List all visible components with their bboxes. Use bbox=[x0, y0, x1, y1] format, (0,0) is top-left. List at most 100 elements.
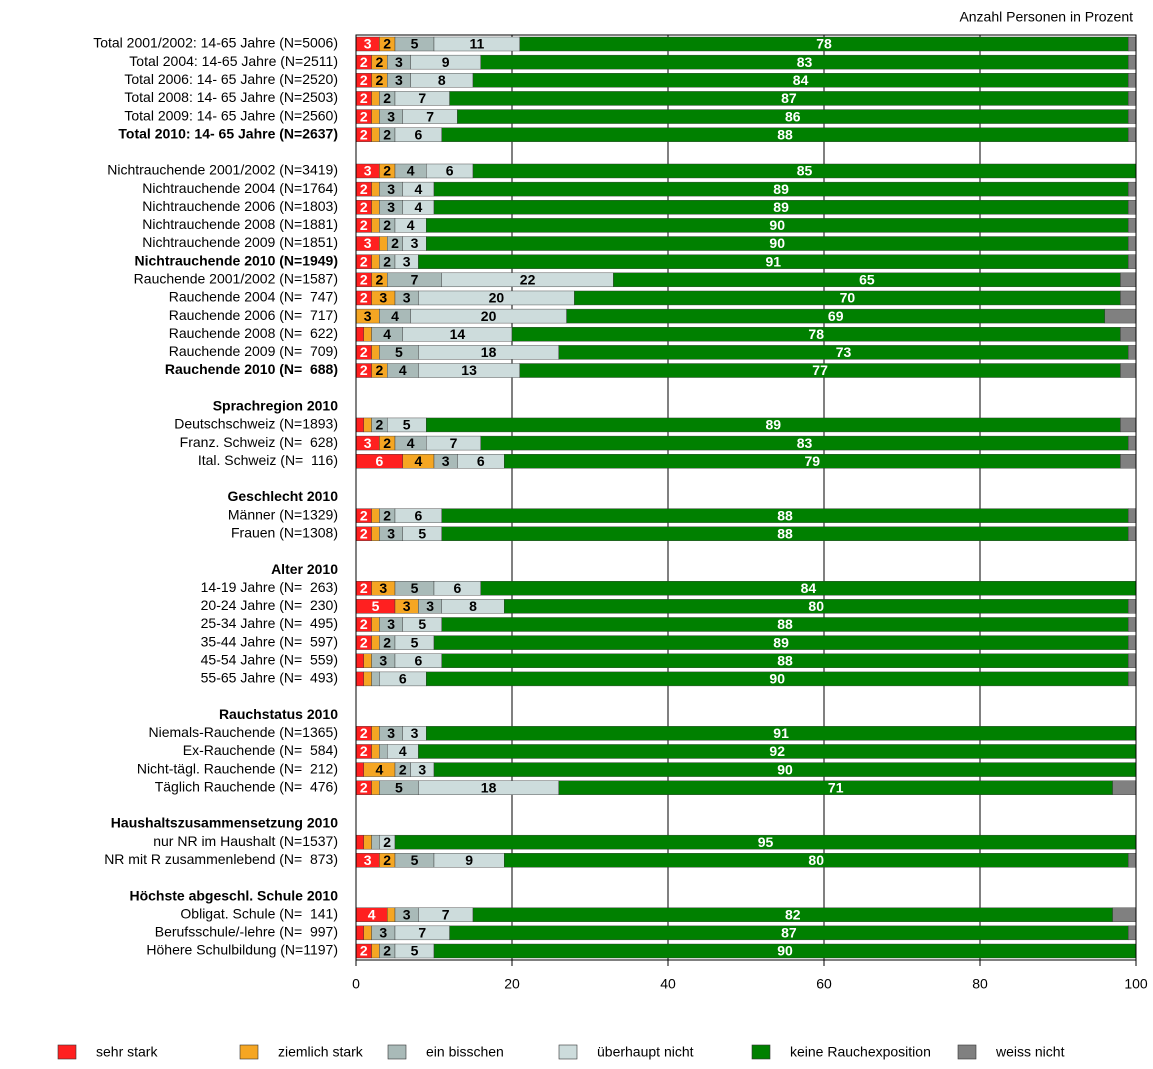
data-label: 6 bbox=[477, 453, 485, 469]
bar-segment bbox=[371, 744, 380, 759]
bar-segment bbox=[1127, 200, 1137, 215]
data-label: 7 bbox=[418, 90, 426, 106]
data-label: 2 bbox=[360, 507, 368, 523]
data-label: 2 bbox=[360, 199, 368, 215]
data-label: 2 bbox=[360, 743, 368, 759]
data-label: 3 bbox=[364, 435, 372, 451]
data-label: 3 bbox=[379, 652, 387, 668]
category-label: Berufsschule/-lehre (N= 997) bbox=[155, 924, 338, 940]
data-label: 3 bbox=[387, 199, 395, 215]
bar-segment bbox=[1120, 327, 1137, 342]
data-label: 80 bbox=[808, 852, 824, 868]
legend-label: sehr stark bbox=[96, 1044, 158, 1060]
bar-segment bbox=[355, 671, 365, 687]
category-label: Geschlecht 2010 bbox=[227, 488, 338, 504]
axis-title: Anzahl Personen in Prozent bbox=[959, 9, 1133, 25]
bar-segment bbox=[1127, 345, 1137, 360]
bar-segment bbox=[371, 526, 380, 541]
category-label: Total 2006: 14- 65 Jahre (N=2520) bbox=[124, 71, 338, 87]
legend-label: weiss nicht bbox=[995, 1044, 1065, 1060]
bar-segment bbox=[371, 200, 380, 215]
data-label: 3 bbox=[364, 308, 372, 324]
category-label: Total 2001/2002: 14-65 Jahre (N=5006) bbox=[93, 35, 338, 51]
bar-segment bbox=[371, 780, 380, 795]
data-label: 2 bbox=[360, 580, 368, 596]
data-label: 2 bbox=[383, 217, 391, 233]
bar-segment bbox=[1112, 907, 1137, 922]
category-label: Rauchende 2004 (N= 747) bbox=[169, 289, 338, 305]
category-label: Nichtrauchende 2001/2002 (N=3419) bbox=[107, 162, 338, 178]
data-label: 88 bbox=[777, 525, 793, 541]
bar-segment bbox=[371, 109, 380, 124]
data-label: 90 bbox=[769, 671, 785, 687]
data-label: 2 bbox=[376, 272, 384, 288]
data-label: 5 bbox=[411, 943, 419, 959]
bar-segment bbox=[363, 834, 372, 850]
data-label: 5 bbox=[403, 417, 411, 433]
bar-segment bbox=[1127, 236, 1137, 251]
data-label: 7 bbox=[442, 906, 450, 922]
data-label: 6 bbox=[415, 507, 423, 523]
bar-segment bbox=[1127, 91, 1137, 106]
data-label: 5 bbox=[411, 852, 419, 868]
bar-segment bbox=[371, 254, 380, 269]
legend-label: überhaupt nicht bbox=[597, 1044, 694, 1060]
category-label: Höchste abgeschl. Schule 2010 bbox=[129, 887, 338, 903]
data-label: 2 bbox=[360, 634, 368, 650]
data-label: 91 bbox=[766, 253, 782, 269]
category-label: Franz. Schweiz (N= 628) bbox=[180, 434, 338, 450]
bar-segment bbox=[1120, 272, 1137, 288]
data-label: 84 bbox=[801, 580, 817, 596]
data-label: 4 bbox=[391, 308, 399, 324]
data-label: 3 bbox=[387, 525, 395, 541]
data-label: 2 bbox=[360, 126, 368, 142]
bar-segment bbox=[1127, 254, 1137, 269]
x-tick-label: 20 bbox=[504, 976, 520, 992]
data-label: 91 bbox=[773, 725, 789, 741]
data-label: 78 bbox=[808, 326, 824, 342]
bar-segment bbox=[355, 653, 365, 668]
data-label: 4 bbox=[415, 199, 423, 215]
data-label: 82 bbox=[785, 906, 801, 922]
data-label: 4 bbox=[368, 906, 376, 922]
bar-segment bbox=[1120, 417, 1137, 433]
data-label: 4 bbox=[407, 163, 415, 179]
data-label: 7 bbox=[411, 272, 419, 288]
bar-segment bbox=[363, 417, 372, 433]
data-label: 80 bbox=[808, 598, 824, 614]
data-label: 2 bbox=[376, 417, 384, 433]
bar-segment bbox=[371, 218, 380, 233]
category-label: Rauchstatus 2010 bbox=[219, 706, 338, 722]
data-label: 88 bbox=[777, 126, 793, 142]
data-label: 88 bbox=[777, 652, 793, 668]
data-label: 3 bbox=[387, 181, 395, 197]
data-label: 11 bbox=[469, 36, 484, 52]
bar-segment bbox=[1120, 454, 1137, 469]
data-label: 20 bbox=[489, 290, 505, 306]
bar-segment bbox=[1120, 290, 1137, 306]
data-label: 22 bbox=[520, 272, 536, 288]
data-label: 2 bbox=[399, 761, 407, 777]
data-label: 2 bbox=[383, 634, 391, 650]
data-label: 85 bbox=[797, 163, 813, 179]
legend-label: keine Rauchexposition bbox=[790, 1044, 931, 1060]
bar-segment bbox=[1120, 363, 1137, 378]
category-label: NR mit R zusammenlebend (N= 873) bbox=[104, 851, 338, 867]
data-label: 4 bbox=[383, 326, 391, 342]
data-label: 8 bbox=[469, 598, 477, 614]
category-label: Rauchende 2001/2002 (N=1587) bbox=[134, 271, 338, 287]
data-label: 6 bbox=[415, 652, 423, 668]
data-label: 86 bbox=[785, 108, 801, 124]
data-label: 90 bbox=[777, 761, 793, 777]
data-label: 4 bbox=[415, 181, 423, 197]
data-label: 3 bbox=[379, 925, 387, 941]
category-label: 35-44 Jahre (N= 597) bbox=[201, 633, 338, 649]
category-label: nur NR im Haushalt (N=1537) bbox=[153, 833, 338, 849]
data-label: 3 bbox=[395, 54, 403, 70]
category-label: Rauchende 2009 (N= 709) bbox=[169, 343, 338, 359]
bar-segment bbox=[363, 671, 372, 687]
bar-segment bbox=[371, 345, 380, 360]
data-label: 4 bbox=[399, 743, 407, 759]
data-label: 2 bbox=[376, 54, 384, 70]
